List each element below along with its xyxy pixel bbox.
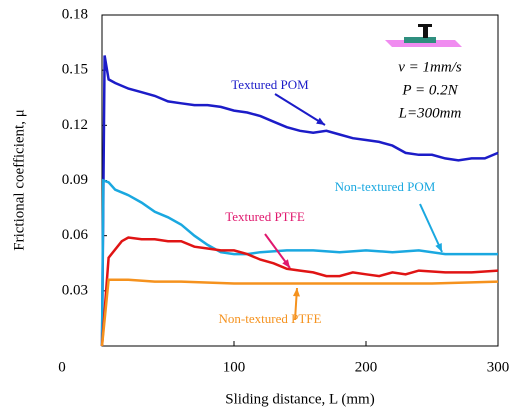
- series-line: [100, 236, 499, 347]
- series-line: [100, 55, 499, 347]
- x-tick-label: 100: [223, 359, 246, 375]
- arrow-shaft: [274, 93, 326, 126]
- y-tick-label: 0.03: [62, 282, 88, 298]
- series-label: Textured PTFE: [225, 209, 305, 224]
- condition-label: L=300mm: [398, 105, 462, 121]
- y-tick-label: 0.12: [62, 117, 88, 133]
- arrow-shaft: [419, 203, 443, 253]
- x-tick-label: 300: [487, 359, 510, 375]
- x-tick-label: 0: [58, 359, 66, 375]
- arrow-head: [435, 243, 442, 252]
- x-axis-label: Sliding distance, L (mm): [225, 391, 374, 407]
- arrow-head: [292, 288, 300, 297]
- y-tick-label: 0.06: [62, 227, 89, 243]
- y-tick-label: 0.18: [62, 6, 88, 22]
- arrow-head: [316, 117, 325, 125]
- series-line: [100, 278, 499, 347]
- condition-label: P = 0.2N: [401, 82, 458, 98]
- series-line: [100, 178, 498, 347]
- condition-label: v = 1mm/s: [398, 59, 462, 75]
- series-label: Non-textured POM: [335, 179, 436, 194]
- series-label: Textured POM: [231, 77, 309, 92]
- arrow-head: [282, 259, 290, 268]
- y-tick-label: 0.09: [62, 172, 88, 188]
- specimen-icon: [385, 24, 462, 47]
- y-axis-label: Frictional coefficient, μ: [11, 109, 27, 250]
- y-tick-label: 0.15: [62, 62, 88, 78]
- series-label: Non-textured PTFE: [219, 311, 322, 326]
- x-tick-label: 200: [355, 359, 378, 375]
